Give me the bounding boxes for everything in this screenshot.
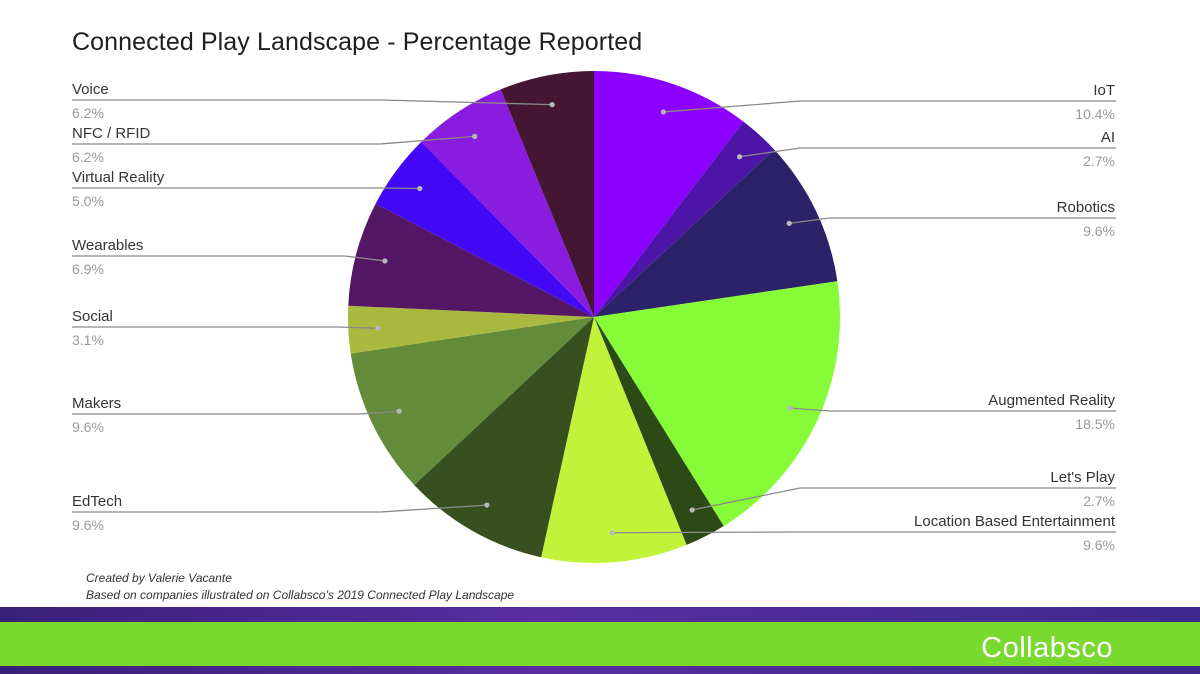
leader-dot-makers	[396, 408, 402, 414]
slice-label-augmented-reality: Augmented Reality	[988, 392, 1115, 409]
pie-slice-robotics	[594, 149, 838, 317]
leader-dot-wearables	[382, 258, 388, 264]
slice-value-location-based-entertainment: 9.6%	[1083, 537, 1115, 553]
slice-label-nfc-rfid: NFC / RFID	[72, 125, 150, 142]
slice-value-makers: 9.6%	[72, 419, 104, 435]
leader-line-let-s-play	[692, 487, 1116, 511]
pie-slice-location-based-entertainment	[541, 317, 687, 563]
leader-dot-augmented-reality	[787, 405, 793, 411]
leader-line-makers	[72, 410, 400, 415]
leader-line-wearables	[72, 255, 385, 262]
slice-value-edtech: 9.6%	[72, 517, 104, 533]
pie-slices	[347, 71, 840, 563]
slice-value-virtual-reality: 5.0%	[72, 193, 104, 209]
slice-label-let-s-play: Let's Play	[1050, 469, 1115, 486]
pie-slice-augmented-reality	[594, 281, 840, 527]
footer-green-bar	[0, 622, 1200, 666]
brand-logo-text: Collabsco	[981, 632, 1113, 664]
pie-slice-ai	[594, 121, 775, 317]
slice-label-voice: Voice	[72, 81, 109, 98]
slice-label-iot: IoT	[1093, 82, 1115, 99]
leader-dot-let-s-play	[689, 507, 695, 513]
leader-dot-nfc-rfid	[472, 133, 478, 139]
leader-dot-voice	[549, 102, 555, 108]
leader-line-nfc-rfid	[72, 135, 475, 145]
pie-slice-voice	[500, 71, 594, 317]
leader-dot-social	[375, 325, 381, 331]
leader-line-augmented-reality	[790, 407, 1116, 412]
slice-label-robotics: Robotics	[1057, 199, 1115, 216]
pie-slice-let-s-play	[594, 317, 724, 545]
slice-value-let-s-play: 2.7%	[1083, 493, 1115, 509]
slice-value-voice: 6.2%	[72, 105, 104, 121]
leader-dot-robotics	[786, 220, 792, 226]
pie-slice-iot	[594, 71, 744, 317]
pie-slice-nfc-rfid	[421, 89, 594, 317]
pie-chart: IoT 10.4% AI 2.7% Robotics 9.6% Augmented Real…	[72, 71, 1116, 563]
leader-line-ai	[739, 147, 1116, 158]
leader-line-voice	[72, 99, 553, 106]
leader-line-robotics	[789, 217, 1116, 225]
slice-label-wearables: Wearables	[72, 237, 143, 254]
leader-line-edtech	[72, 504, 487, 513]
leader-line-social	[72, 326, 378, 329]
pie-slice-virtual-reality	[375, 141, 594, 317]
leader-line-iot	[663, 100, 1116, 113]
slice-label-edtech: EdTech	[72, 493, 122, 510]
leader-lines	[72, 99, 1116, 536]
pie-slice-social	[347, 305, 594, 354]
slice-value-iot: 10.4%	[1075, 106, 1115, 122]
slice-label-social: Social	[72, 308, 113, 325]
slice-value-wearables: 6.9%	[72, 261, 104, 277]
leader-dot-location-based-entertainment	[609, 530, 615, 536]
slice-label-location-based-entertainment: Location Based Entertainment	[914, 513, 1116, 530]
slice-label-virtual-reality: Virtual Reality	[72, 169, 165, 186]
credit-source: Based on companies illustrated on Collab…	[86, 588, 515, 602]
leader-dot-iot	[660, 109, 667, 115]
pie-slice-edtech	[414, 317, 594, 558]
slice-labels: IoT 10.4% AI 2.7% Robotics 9.6% Augmented Real…	[72, 81, 1116, 553]
leader-dot-ai	[736, 154, 743, 160]
credit-author: Created by Valerie Vacante	[86, 571, 232, 585]
slice-value-social: 3.1%	[72, 332, 104, 348]
slice-label-makers: Makers	[72, 395, 121, 412]
leader-dot-edtech	[484, 502, 490, 508]
slice-value-ai: 2.7%	[1083, 153, 1115, 169]
chart-title: Connected Play Landscape - Percentage Re…	[72, 28, 643, 56]
slice-value-nfc-rfid: 6.2%	[72, 149, 104, 165]
pie-slice-makers	[350, 317, 594, 485]
slice-label-ai: AI	[1101, 129, 1115, 146]
leader-line-location-based-entertainment	[612, 531, 1116, 534]
pie-slice-wearables	[348, 203, 594, 317]
slice-value-robotics: 9.6%	[1083, 223, 1115, 239]
leader-dot-virtual-reality	[417, 185, 423, 192]
slice-value-augmented-reality: 18.5%	[1075, 416, 1115, 432]
